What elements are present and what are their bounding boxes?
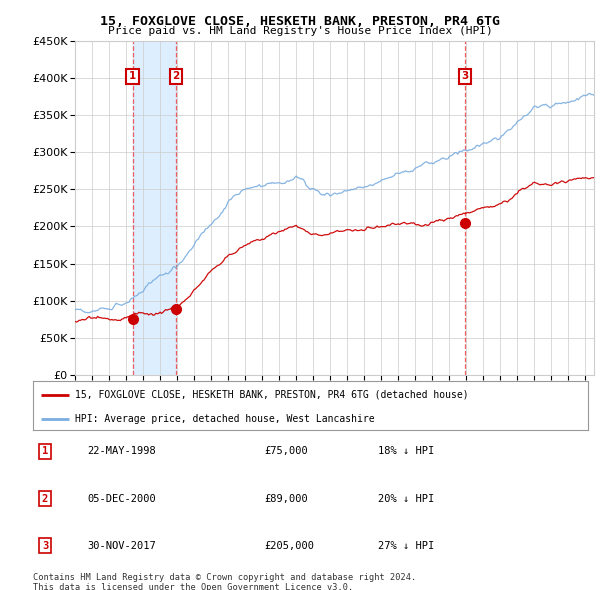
Text: 15, FOXGLOVE CLOSE, HESKETH BANK, PRESTON, PR4 6TG: 15, FOXGLOVE CLOSE, HESKETH BANK, PRESTO…	[100, 15, 500, 28]
Text: Contains HM Land Registry data © Crown copyright and database right 2024.: Contains HM Land Registry data © Crown c…	[33, 573, 416, 582]
Text: Price paid vs. HM Land Registry's House Price Index (HPI): Price paid vs. HM Land Registry's House …	[107, 26, 493, 36]
Text: 18% ↓ HPI: 18% ↓ HPI	[378, 447, 434, 456]
Text: 20% ↓ HPI: 20% ↓ HPI	[378, 494, 434, 503]
Text: 30-NOV-2017: 30-NOV-2017	[87, 541, 156, 550]
Text: £75,000: £75,000	[264, 447, 308, 456]
Text: £205,000: £205,000	[264, 541, 314, 550]
Text: 3: 3	[42, 541, 48, 550]
Text: 2: 2	[42, 494, 48, 503]
Text: £89,000: £89,000	[264, 494, 308, 503]
Text: 1: 1	[42, 447, 48, 456]
Text: 05-DEC-2000: 05-DEC-2000	[87, 494, 156, 503]
Text: 15, FOXGLOVE CLOSE, HESKETH BANK, PRESTON, PR4 6TG (detached house): 15, FOXGLOVE CLOSE, HESKETH BANK, PRESTO…	[74, 389, 468, 399]
Text: HPI: Average price, detached house, West Lancashire: HPI: Average price, detached house, West…	[74, 414, 374, 424]
Text: 2: 2	[172, 71, 179, 81]
Text: This data is licensed under the Open Government Licence v3.0.: This data is licensed under the Open Gov…	[33, 583, 353, 590]
Text: 27% ↓ HPI: 27% ↓ HPI	[378, 541, 434, 550]
Bar	[133, 41, 176, 375]
Text: 1: 1	[129, 71, 136, 81]
Text: 3: 3	[461, 71, 469, 81]
Text: 22-MAY-1998: 22-MAY-1998	[87, 447, 156, 456]
